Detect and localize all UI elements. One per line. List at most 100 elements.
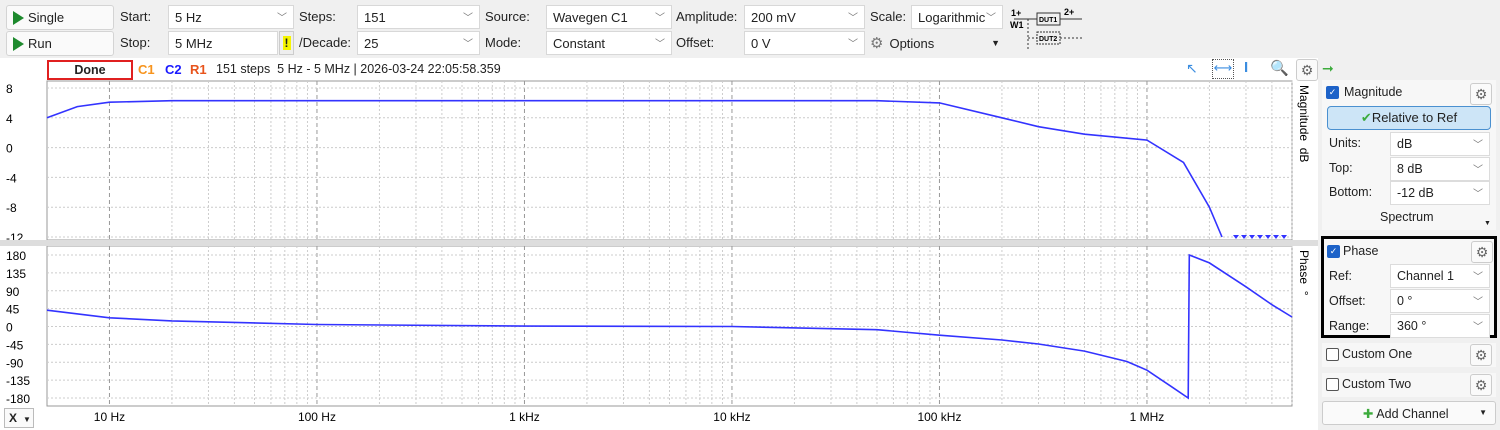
clipped-marker: [1257, 235, 1263, 239]
run-play-icon: [13, 36, 24, 51]
plus-icon: ✚: [1363, 407, 1374, 421]
decade-select[interactable]: 25 ﹀: [357, 31, 480, 55]
range-value: 360 °: [1397, 319, 1427, 333]
gear-icon: ⚙: [870, 35, 884, 52]
chevron-down-icon: ﹀: [1473, 189, 1483, 200]
custom-one-checkbox[interactable]: [1326, 348, 1339, 361]
zoom-icon[interactable]: 🔍: [1270, 60, 1289, 77]
relative-to-ref-button[interactable]: ✔Relative to Ref: [1327, 106, 1491, 130]
options-button[interactable]: ⚙ Options ▼: [870, 33, 1000, 53]
custom-two-label: Custom Two: [1342, 377, 1412, 391]
start-select[interactable]: 5 Hz ﹀: [168, 5, 294, 29]
phase-title: Phase: [1343, 244, 1379, 258]
scale-value: Logarithmic: [918, 9, 986, 25]
scale-select[interactable]: Logarithmic ﹀: [911, 5, 1003, 29]
warning-icon[interactable]: !: [279, 31, 294, 55]
clipped-marker: [1265, 235, 1271, 239]
y-tick-label: -8: [6, 201, 17, 215]
run-label: Run: [28, 36, 52, 51]
y-tick-label: -180: [6, 392, 30, 406]
chevron-down-icon: ﹀: [1473, 272, 1483, 283]
single-label: Single: [28, 10, 65, 25]
dropdown-arrow-icon: ▼: [1479, 408, 1487, 417]
bottom-select[interactable]: -12 dB ﹀: [1390, 181, 1490, 205]
mode-select[interactable]: Constant ﹀: [546, 31, 672, 55]
bottom-value: -12 dB: [1397, 186, 1434, 200]
y-tick-label: 180: [6, 249, 26, 263]
steps-label: Steps:: [299, 9, 336, 24]
clipped-marker: [1241, 235, 1247, 239]
y-tick-label: 45: [6, 303, 20, 317]
chevron-down-icon: ﹀: [986, 13, 996, 24]
relative-label: Relative to Ref: [1371, 110, 1458, 125]
dut-diagram: 1+ W1 DUT1 2+ DUT2: [1010, 7, 1082, 50]
stop-label: Stop:: [120, 35, 151, 50]
channel-c1-toggle[interactable]: C1: [138, 62, 155, 77]
phase-panel: ✓ Phase ⚙ Ref: Channel 1 ﹀ Offset: 0 ° ﹀ R…: [1321, 236, 1497, 338]
ref-r1-toggle[interactable]: R1: [190, 62, 207, 77]
y-tick-label: -4: [6, 171, 17, 185]
offset-label: Offset:: [676, 35, 715, 50]
y-tick-label: 0: [6, 321, 13, 335]
horizontal-cursor-icon[interactable]: ⟷: [1212, 59, 1234, 79]
dropdown-arrow-icon: ▼: [1484, 220, 1491, 227]
magnitude-gear-icon[interactable]: ⚙: [1470, 83, 1492, 105]
source-label: Source:: [485, 9, 530, 24]
single-play-icon: [13, 10, 24, 25]
spectrum-button[interactable]: Spectrum: [1380, 210, 1434, 224]
y-tick-label: -45: [6, 338, 24, 352]
steps-select[interactable]: 151 ﹀: [357, 5, 480, 29]
magnitude-checkbox[interactable]: ✓: [1326, 86, 1339, 99]
single-button[interactable]: Single: [6, 5, 114, 30]
top-select[interactable]: 8 dB ﹀: [1390, 157, 1490, 181]
y-tick-label: 90: [6, 285, 20, 299]
magnitude-panel: ✓ Magnitude ⚙ ✔Relative to Ref Units: dB…: [1322, 80, 1496, 230]
magnitude-title: Magnitude: [1344, 85, 1403, 99]
x-axis-select[interactable]: X ▼: [4, 408, 34, 428]
phase-gear-icon[interactable]: ⚙: [1471, 241, 1493, 263]
source-select[interactable]: Wavegen C1 ﹀: [546, 5, 672, 29]
ref-value: Channel 1: [1397, 269, 1454, 283]
scale-label: Scale:: [870, 9, 907, 24]
units-value: dB: [1397, 137, 1413, 151]
range-select[interactable]: 360 ° ﹀: [1390, 314, 1490, 338]
chevron-down-icon: ﹀: [1473, 322, 1483, 333]
stop-input[interactable]: 5 MHz: [168, 31, 278, 55]
clipped-marker: [1233, 235, 1239, 239]
diagram-w1: W1: [1010, 20, 1024, 30]
x-axis-label: X: [9, 411, 18, 425]
custom-two-row: Custom Two ⚙: [1322, 373, 1496, 397]
custom-two-checkbox[interactable]: [1326, 378, 1339, 391]
magnitude-trace: [46, 99, 1223, 238]
x-tick-label: 10 Hz: [94, 410, 125, 424]
run-button[interactable]: Run: [6, 31, 114, 56]
y-tick-label: 8: [6, 82, 13, 96]
amplitude-select[interactable]: 200 mV ﹀: [744, 5, 865, 29]
phase-offset-select[interactable]: 0 ° ﹀: [1390, 289, 1490, 313]
units-select[interactable]: dB ﹀: [1390, 132, 1490, 156]
amplitude-value: 200 mV: [751, 9, 796, 25]
custom-two-gear-icon[interactable]: ⚙: [1470, 374, 1492, 396]
chevron-down-icon: ﹀: [463, 13, 473, 24]
channel-c2-toggle[interactable]: C2: [165, 62, 182, 77]
ref-select[interactable]: Channel 1 ﹀: [1390, 264, 1490, 288]
cursor-icon[interactable]: ↖: [1186, 60, 1198, 76]
offset-select[interactable]: 0 V ﹀: [744, 31, 865, 55]
custom-one-gear-icon[interactable]: ⚙: [1470, 344, 1492, 366]
start-label: Start:: [120, 9, 152, 24]
units-label: Units:: [1329, 136, 1361, 150]
warning-mark: !: [282, 36, 291, 50]
arrow-right-icon[interactable]: ➞: [1322, 60, 1334, 76]
phase-trace: [46, 253, 1293, 400]
y-tick-label: 135: [6, 267, 26, 281]
mode-value: Constant: [553, 35, 606, 51]
plot-frame: [46, 80, 1293, 241]
top-label: Top:: [1329, 161, 1353, 175]
options-label: Options: [889, 35, 935, 51]
y-axis-label: Phase °: [1297, 250, 1311, 296]
plot-settings-gear-icon[interactable]: ⚙: [1296, 59, 1318, 81]
phase-checkbox[interactable]: ✓: [1327, 245, 1340, 258]
add-channel-button[interactable]: ✚ Add Channel ▼: [1322, 401, 1496, 425]
vertical-cursor-icon[interactable]: I: [1244, 59, 1249, 76]
phase-offset-value: 0 °: [1397, 294, 1413, 308]
